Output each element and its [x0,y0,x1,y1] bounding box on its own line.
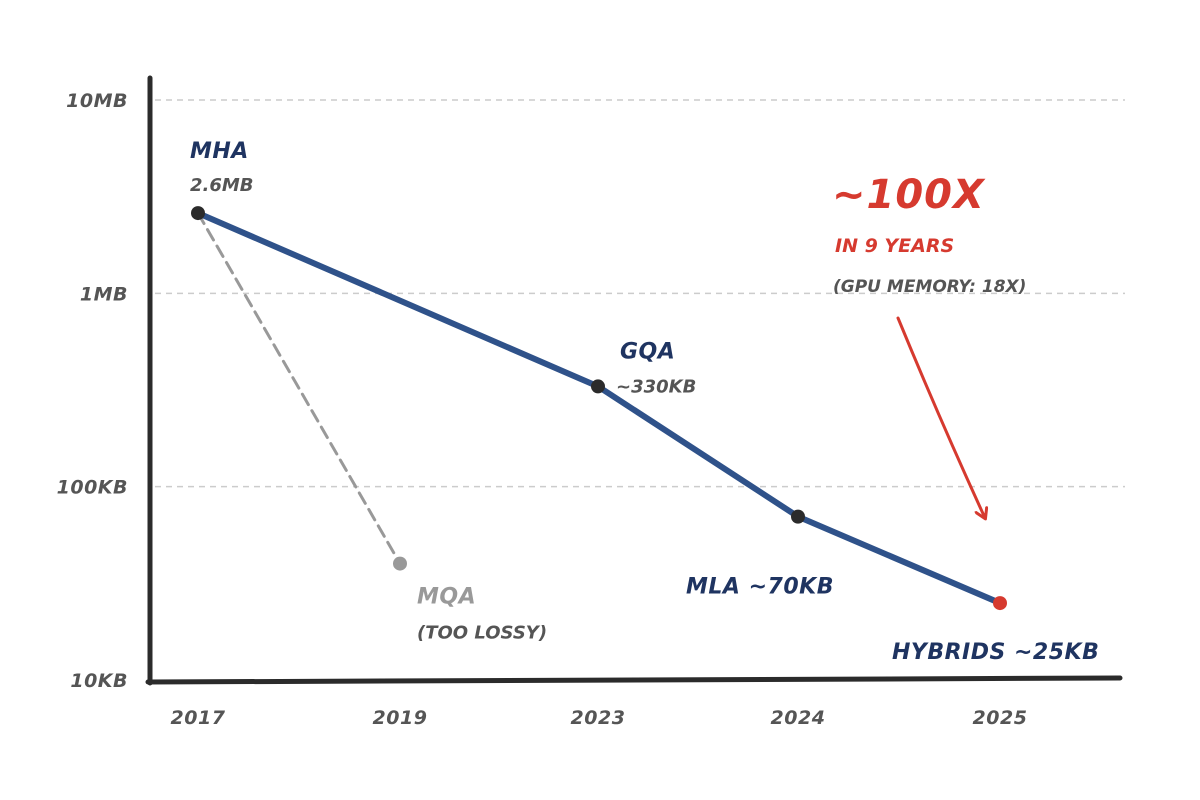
callout-subline: IN 9 YEARS [835,235,954,257]
callout: ~100X IN 9 YEARS (GPU MEMORY: 18X) [832,172,1026,518]
y-tick-label-0: 10KB [70,670,128,692]
x-tick-label-2: 2023 [571,707,626,729]
point-mqa [393,556,407,571]
main-series [191,206,1007,611]
callout-note: (GPU MEMORY: 18X) [833,277,1026,297]
callout-arrow [896,316,985,518]
label-mha: MHA [190,139,249,164]
label-gqa-size: ~330KB [616,376,696,397]
x-tick-labels: 2017 2019 2023 2024 2025 [171,707,1028,729]
axes [145,75,1123,686]
x-tick-label-1: 2019 [373,707,428,729]
mqa-line [196,211,402,566]
point-hybrids [993,596,1007,611]
x-tick-label-0: 2017 [171,707,226,729]
point-gqa [591,379,605,394]
x-tick-label-4: 2025 [973,707,1028,729]
y-tick-label-3: 10MB [66,90,128,112]
label-mla: MLA ~70KB [686,575,834,600]
mqa-series [196,211,407,571]
callout-headline: ~100X [832,172,986,218]
label-hybrids: HYBRIDS ~25KB [892,640,1099,665]
x-axis [145,675,1123,685]
main-line [195,210,1003,607]
label-mqa-note: (TOO LOSSY) [417,623,547,644]
point-labels: MHA 2.6MB GQA ~330KB MLA ~70KB HYBRIDS ~25KB M… [190,139,1099,665]
y-tick-labels: 10KB 100KB 1MB 10MB [57,90,128,692]
gridlines [155,99,1125,488]
label-mha-size: 2.6MB [190,175,254,196]
label-mqa: MQA [417,585,476,610]
y-tick-label-2: 1MB [80,283,128,305]
y-tick-label-1: 100KB [57,477,128,499]
label-gqa: GQA [620,339,675,364]
x-tick-label-3: 2024 [771,707,826,729]
point-mha [191,206,205,221]
point-mla [791,509,805,524]
